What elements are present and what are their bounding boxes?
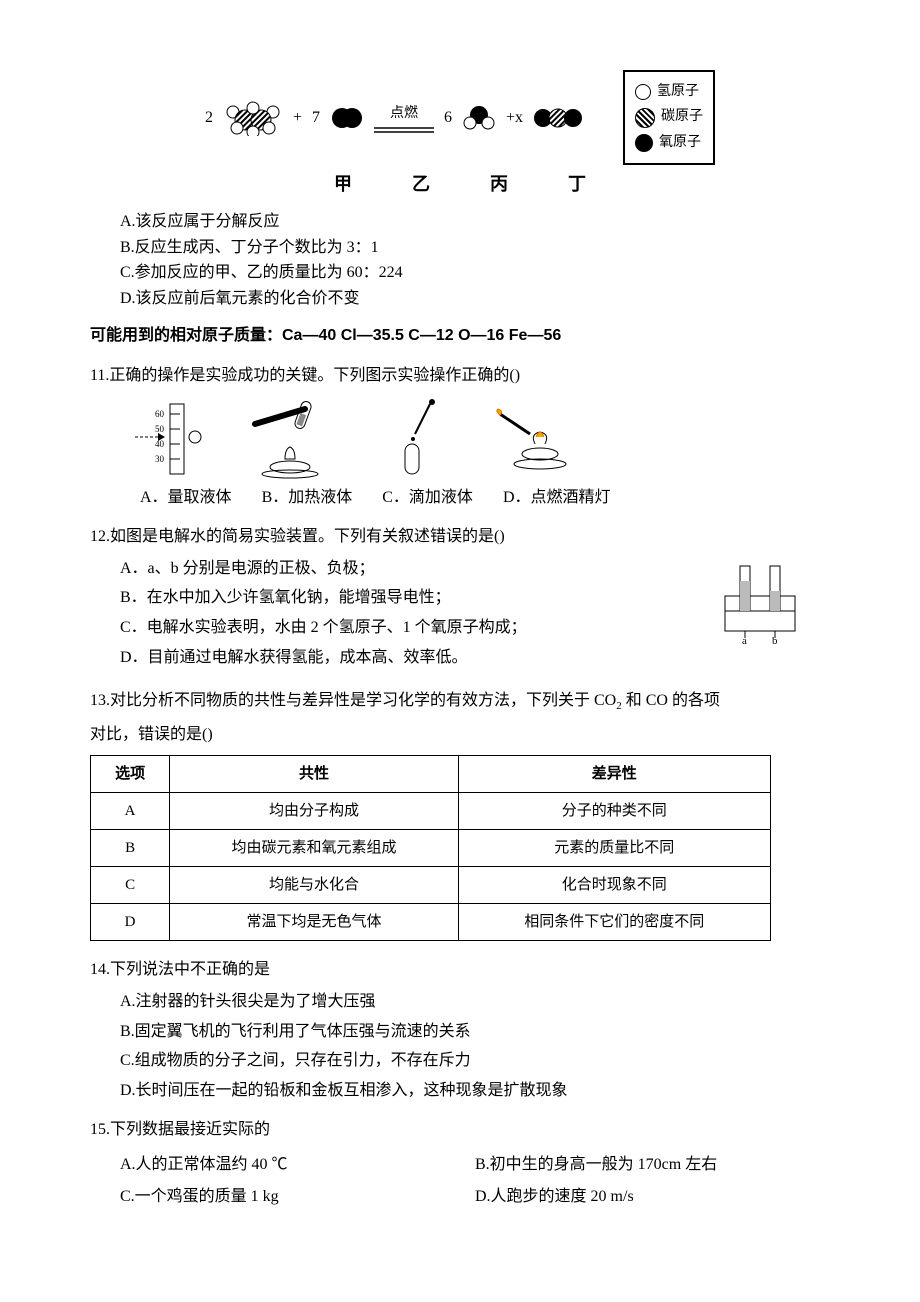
q11-stem: 11.正确的操作是实验成功的关键。下列图示实验操作正确的() [90, 363, 830, 389]
reaction-diagram: 2 + 7 点燃 6 +x [90, 70, 830, 165]
q10-opt-b: B.反应生成丙、丁分子个数比为 3：1 [120, 235, 461, 261]
molecule-labels: 甲 乙 丙 丁 [90, 170, 830, 199]
q15-opt-b: B.初中生的身高一般为 170cm 左右 [475, 1152, 830, 1178]
q10-options: A.该反应属于分解反应 B.反应生成丙、丁分子个数比为 3：1 [120, 209, 830, 260]
q15-opt-c: C.一个鸡蛋的质量 1 kg [120, 1184, 475, 1210]
label-ding: 丁 [568, 170, 586, 199]
q10-opt-d: D.该反应前后氧元素的化合价不变 [120, 286, 461, 312]
oxygen-atom-icon [635, 134, 653, 152]
q15-opt-a: A.人的正常体温约 40 ℃ [120, 1152, 475, 1178]
plus-x: +x [506, 105, 523, 131]
plus-1: + [293, 105, 302, 131]
q13-stem-line2: 对比，错误的是() [90, 722, 830, 748]
q13-stem-prefix: 13.对比分析不同物质的共性与差异性是学习化学的有效方法，下列关于 CO [90, 692, 616, 709]
q14-stem: 14.下列说法中不正确的是 [90, 957, 830, 983]
svg-text:60: 60 [155, 409, 165, 419]
atom-legend: 氢原子 碳原子 氧原子 [623, 70, 715, 165]
legend-h: 氢原子 [657, 81, 699, 103]
q14-opt-d: D.长时间压在一起的铅板和金板互相渗入，这种现象是扩散现象 [120, 1078, 830, 1104]
q10-opt-c: C.参加反应的甲、乙的质量比为 60：224 [120, 260, 461, 286]
q13-stem-mid: 和 CO 的各项 [626, 692, 720, 709]
label-jia: 甲 [334, 170, 352, 199]
q12-stem: 12.如图是电解水的简易实验装置。下列有关叙述错误的是() [90, 524, 830, 550]
q15-opt-d: D.人跑步的速度 20 m/s [475, 1184, 830, 1210]
molecule-bing [462, 105, 496, 131]
label-bing: 丙 [490, 170, 508, 199]
q13-h0: 选项 [91, 756, 170, 793]
fig-light-lamp [490, 399, 580, 479]
fig-drop-liquid [380, 399, 450, 479]
svg-text:40: 40 [155, 439, 165, 449]
svg-text:50: 50 [155, 424, 165, 434]
table-row: C 均能与水化合 化合时现象不同 [91, 867, 771, 904]
coef-3: 6 [444, 105, 452, 131]
q11-opt-a: A．量取液体 [140, 485, 232, 511]
q11-opt-d: D．点燃酒精灯 [503, 485, 611, 511]
q11-opt-b: B．加热液体 [262, 485, 353, 511]
q14-opt-c: C.组成物质的分子之间，只存在引力，不存在斥力 [120, 1048, 830, 1074]
q14-options: A.注射器的针头很尖是为了增大压强 B.固定翼飞机的飞行利用了气体压强与流速的关… [120, 989, 830, 1103]
legend-o: 氧原子 [659, 132, 701, 154]
reaction-arrow: 点燃 [374, 100, 434, 136]
arrow-label: 点燃 [390, 106, 418, 121]
hydrogen-atom-icon [635, 84, 651, 100]
q13-table: 选项 共性 差异性 A 均由分子构成 分子的种类不同 B 均由碳元素和氧元素组成… [90, 755, 771, 941]
q10-opt-a: A.该反应属于分解反应 [120, 209, 461, 235]
electrolysis-diagram: a b [710, 556, 810, 646]
q13-h2: 差异性 [458, 756, 770, 793]
table-row: A 均由分子构成 分子的种类不同 [91, 793, 771, 830]
q14-opt-a: A.注射器的针头很尖是为了增大压强 [120, 989, 830, 1015]
q11-opt-c: C．滴加液体 [382, 485, 473, 511]
q11-figures: 60 50 40 30 [130, 399, 830, 479]
molecule-jia [223, 100, 283, 136]
q13-h1: 共性 [170, 756, 459, 793]
label-yi: 乙 [412, 170, 430, 199]
carbon-atom-icon [635, 108, 655, 128]
q11-labels: A．量取液体 B．加热液体 C．滴加液体 D．点燃酒精灯 [140, 485, 830, 511]
molecule-ding [533, 106, 583, 130]
atomic-mass: 可能用到的相对原子质量：Ca—40 Cl—35.5 C—12 O—16 Fe—5… [90, 323, 830, 349]
table-row: D 常温下均是无色气体 相同条件下它们的密度不同 [91, 904, 771, 941]
coef-2: 7 [312, 105, 320, 131]
legend-c: 碳原子 [661, 106, 703, 128]
q13-stem: 13.对比分析不同物质的共性与差异性是学习化学的有效方法，下列关于 CO2 和 … [90, 688, 830, 716]
svg-text:30: 30 [155, 454, 165, 464]
q14-opt-b: B.固定翼飞机的飞行利用了气体压强与流速的关系 [120, 1019, 830, 1045]
fig-measure-liquid: 60 50 40 30 [130, 399, 210, 479]
fig-heat-liquid [250, 399, 340, 479]
q15-stem: 15.下列数据最接近实际的 [90, 1117, 830, 1143]
coef-1: 2 [205, 105, 213, 131]
table-row: B 均由碳元素和氧元素组成 元素的质量比不同 [91, 830, 771, 867]
q15-options: A.人的正常体温约 40 ℃ B.初中生的身高一般为 170cm 左右 C.一个… [120, 1149, 830, 1212]
molecule-yi [330, 103, 364, 133]
q12-opt-d: D．目前通过电解水获得氢能，成本高、效率低。 [120, 645, 830, 671]
